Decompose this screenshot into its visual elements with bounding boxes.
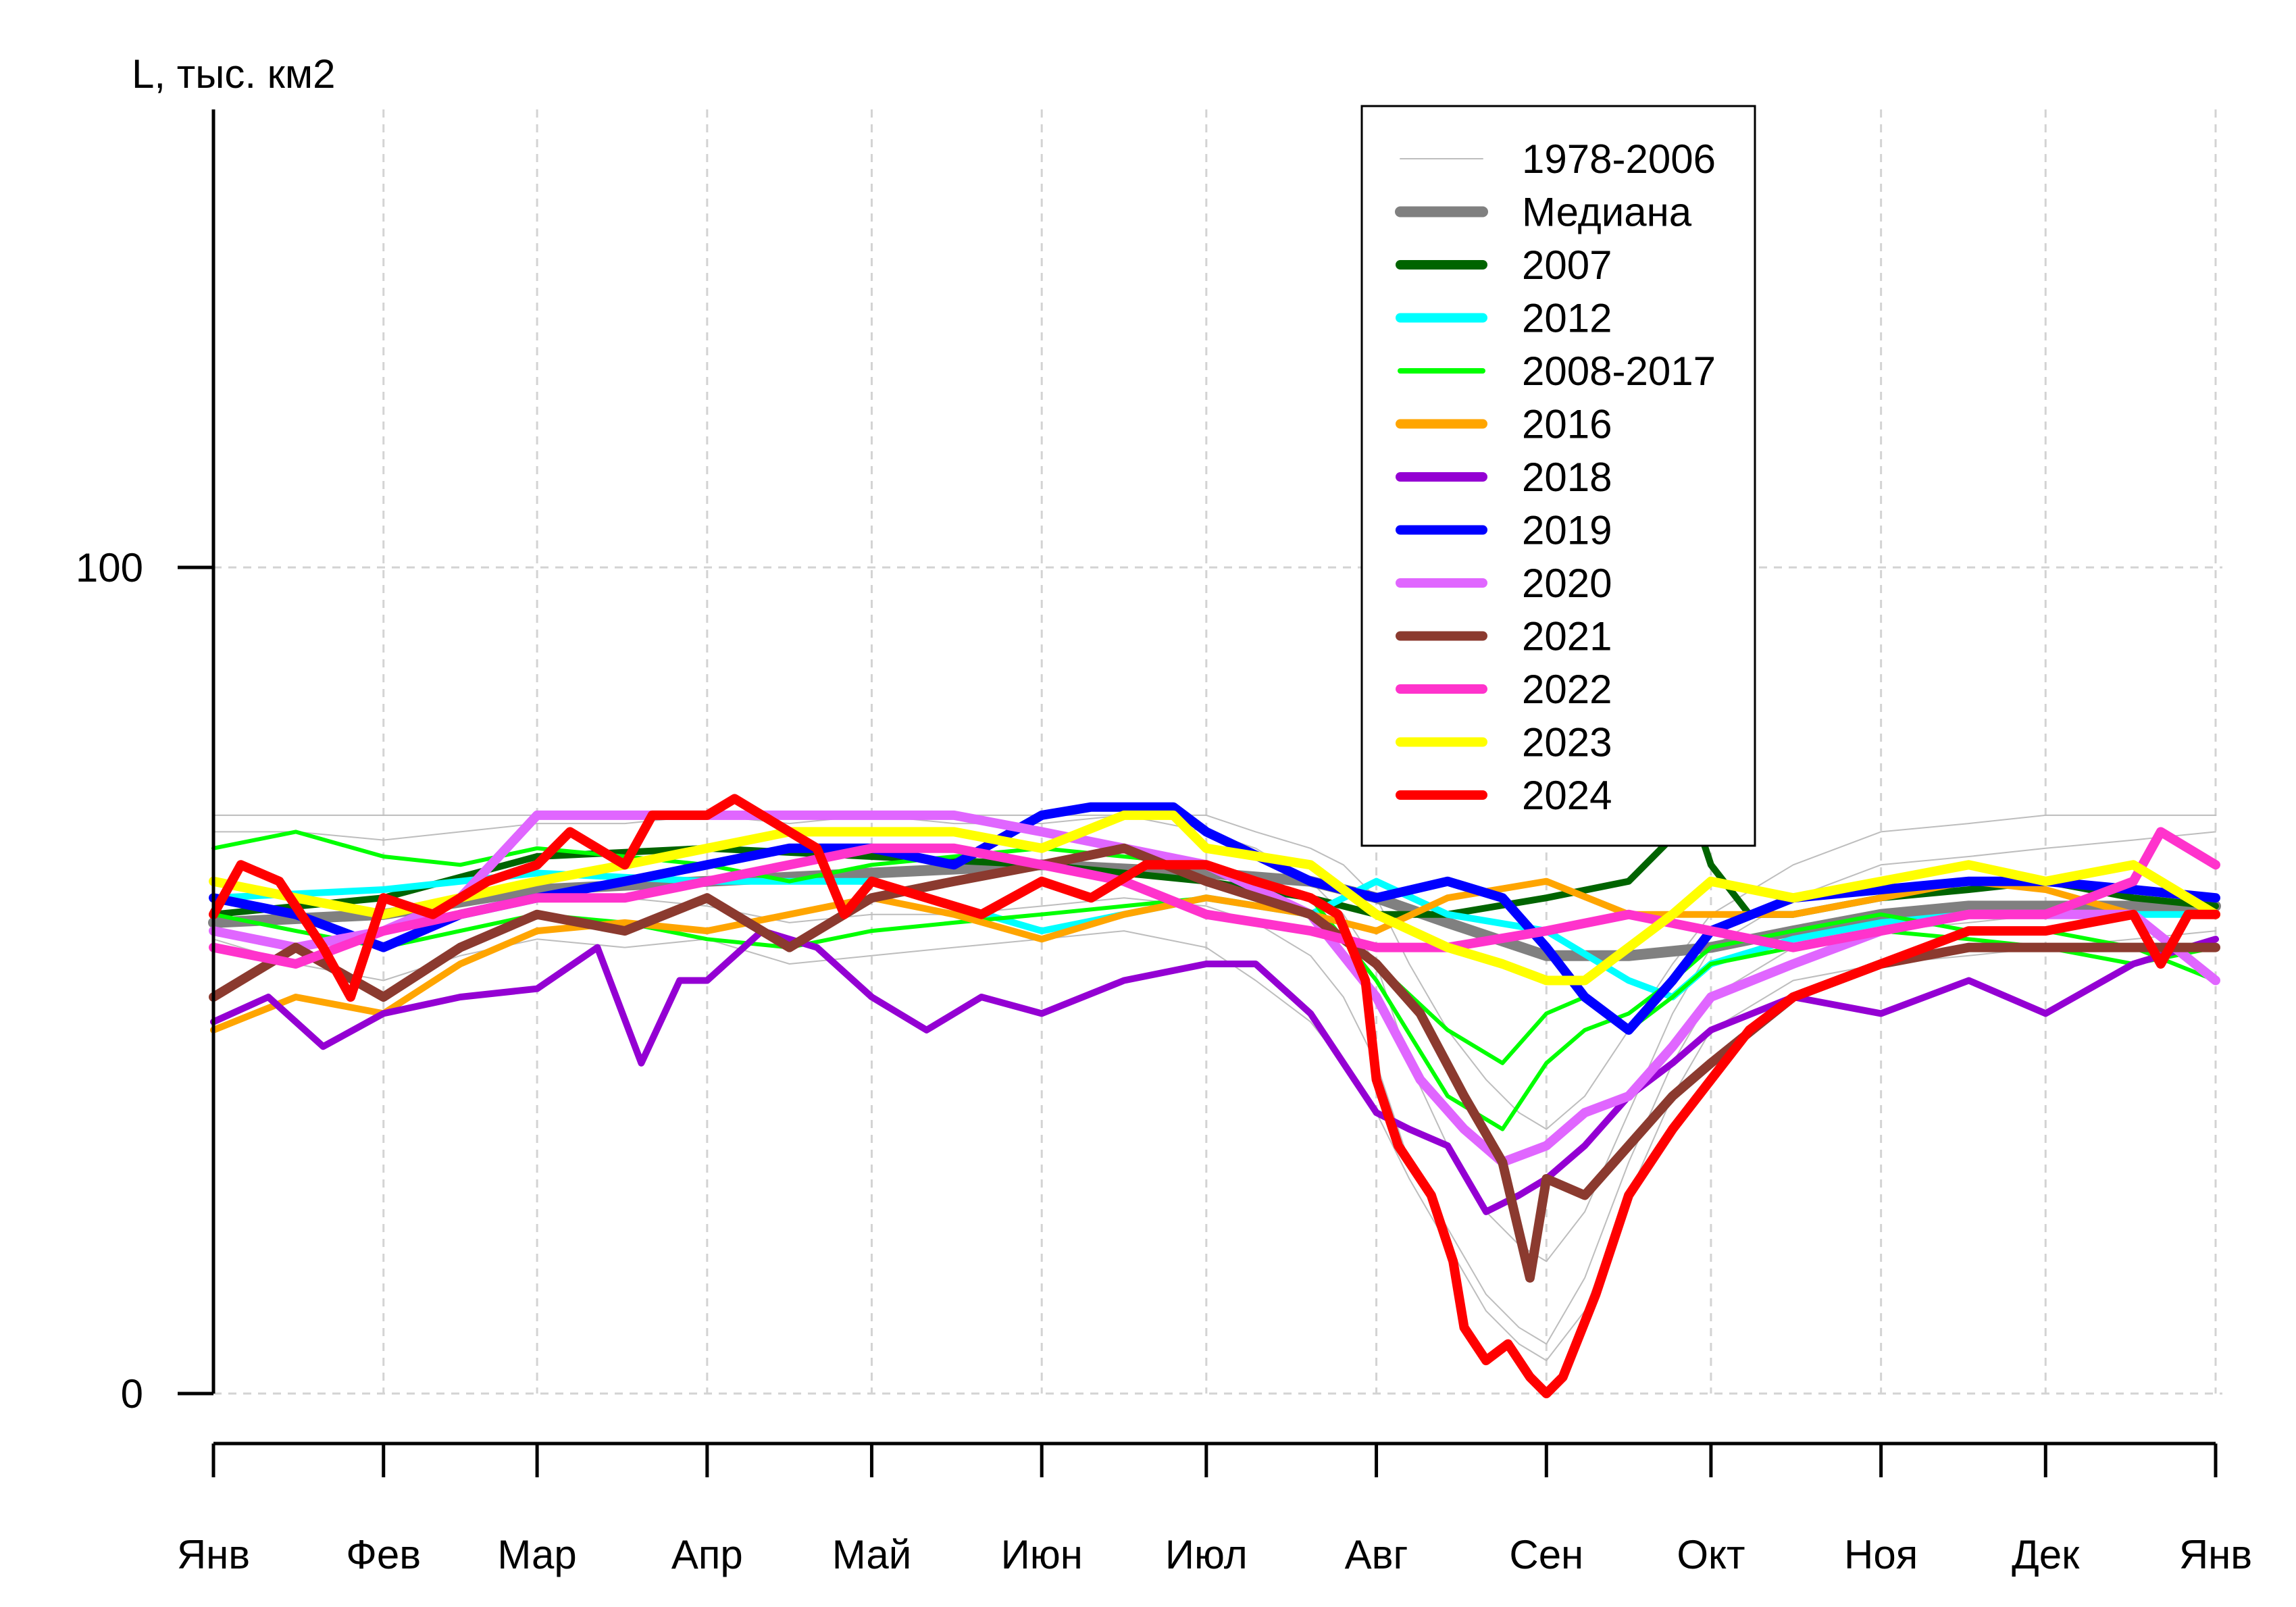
- series-line-2018: [210, 927, 2219, 1215]
- grid: [212, 109, 2222, 1395]
- legend-label: 2021: [1522, 614, 1612, 659]
- series-line-2023: [209, 810, 2220, 986]
- series-line-2020: [209, 810, 2220, 1167]
- x-tick-label: Июл: [1165, 1532, 1248, 1577]
- tick-labels: Янв Фев Мар Апр Май Июн Июл Авг Сен Окт Ноя Дек Янв 0…: [76, 545, 2252, 1577]
- x-tick-label: Ноя: [1844, 1532, 1918, 1577]
- x-tick-label: Янв: [177, 1532, 250, 1577]
- legend-label: 2019: [1522, 508, 1612, 553]
- series-line-1978-2006: [213, 930, 2216, 1362]
- x-tick-label: Янв: [2179, 1532, 2252, 1577]
- x-tick-label: Сен: [1509, 1532, 1583, 1577]
- x-tick-label: Авг: [1345, 1532, 1408, 1577]
- y-tick-label: 0: [121, 1371, 143, 1417]
- y-axis-title: L, тыс. км2: [132, 51, 336, 97]
- x-tick-label: Июн: [1001, 1532, 1083, 1577]
- legend-label: 2023: [1522, 720, 1612, 765]
- legend-label: 2008-2017: [1522, 349, 1716, 394]
- x-tick-label: Дек: [2012, 1532, 2080, 1577]
- legend-label: 2016: [1522, 402, 1612, 447]
- legend-label: 1978-2006: [1522, 136, 1716, 182]
- legend-label: 2022: [1522, 667, 1612, 712]
- plot-area: [208, 794, 2221, 1398]
- series-line-2016: [210, 877, 2219, 1034]
- legend-label: Медиана: [1522, 190, 1692, 235]
- legend: 1978-2006 Медиана 2007 2012 2008-2017 2016 201…: [1360, 105, 1756, 847]
- legend-label: 2012: [1522, 296, 1612, 341]
- x-tick-label: Май: [832, 1532, 912, 1577]
- x-tick-label: Фев: [346, 1532, 421, 1577]
- x-tick-label: Окт: [1677, 1532, 1745, 1577]
- y-tick-label: 100: [76, 545, 143, 590]
- axes: L, тыс. км2: [132, 51, 2216, 1446]
- series-line-2024: [209, 794, 2220, 1398]
- legend-label: 2024: [1522, 773, 1612, 818]
- series-line-2022: [209, 827, 2220, 969]
- legend-label: 2018: [1522, 455, 1612, 500]
- x-tick-label: Апр: [671, 1532, 743, 1577]
- x-tick-label: Мар: [497, 1532, 576, 1577]
- legend-label: 2020: [1522, 561, 1612, 606]
- legend-label: 2007: [1522, 243, 1612, 288]
